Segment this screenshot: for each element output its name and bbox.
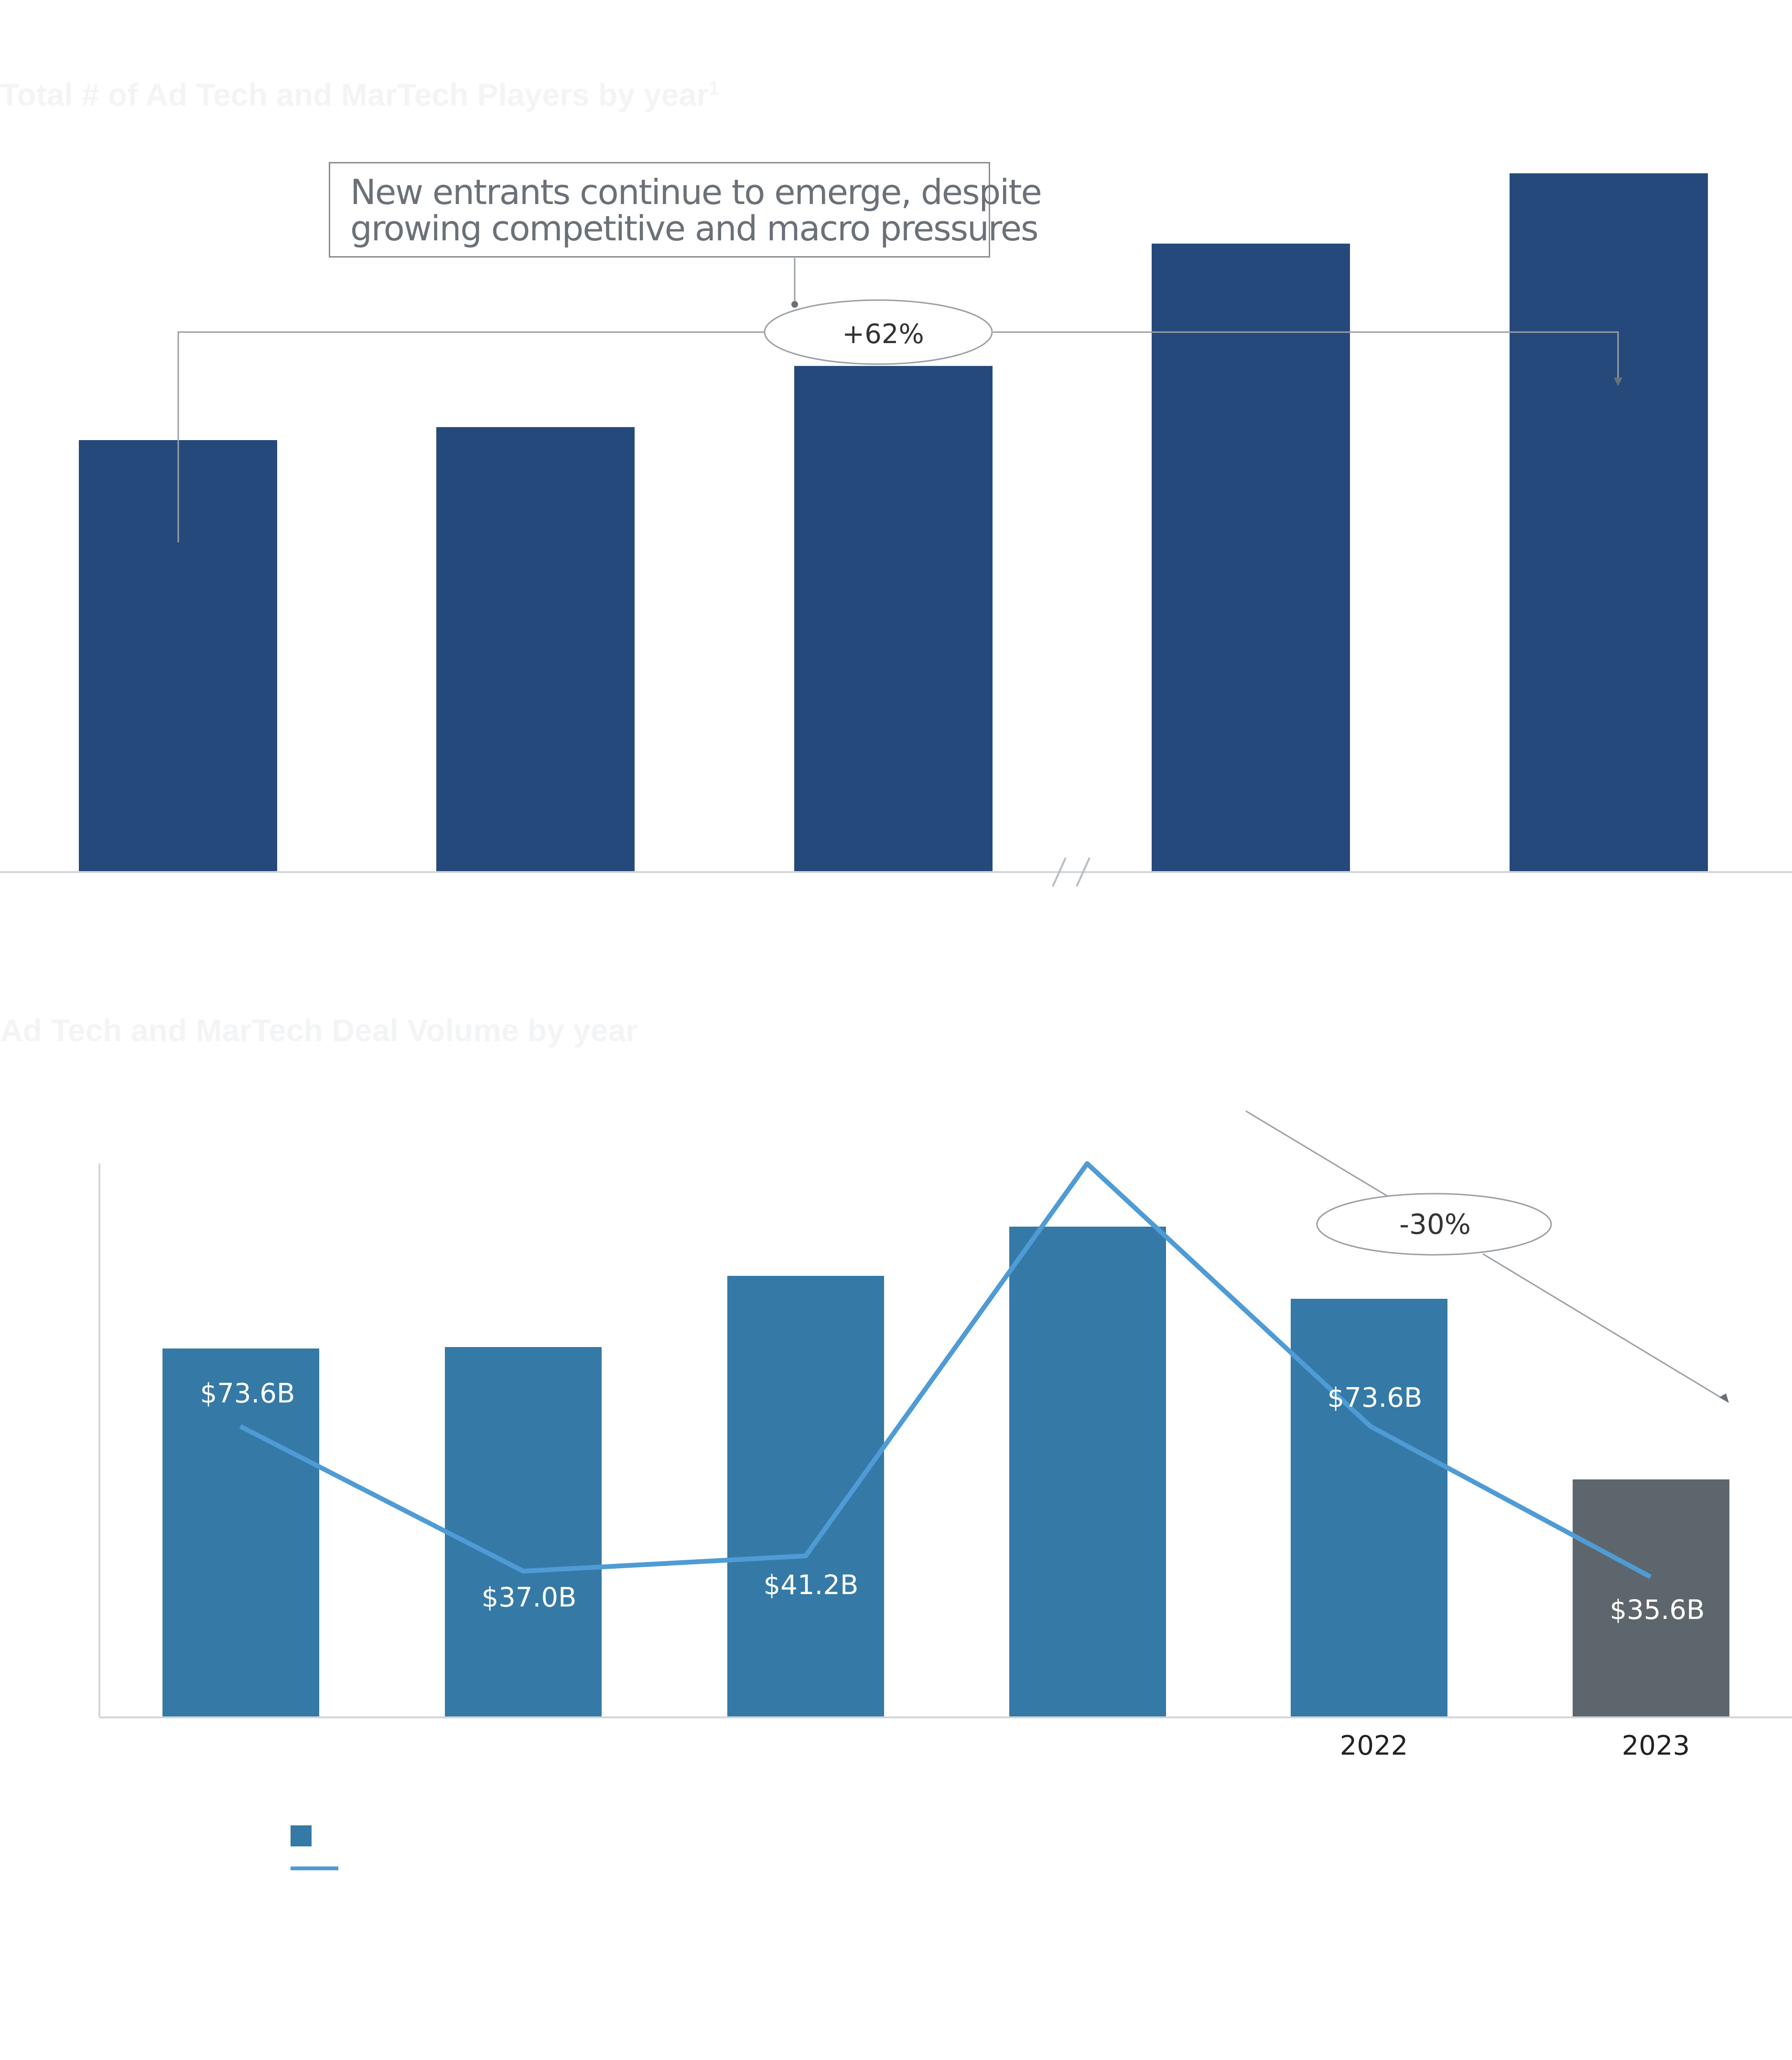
deal-value-label-0: $73.6B [200, 1378, 295, 1409]
deal-bar-5 [1573, 1479, 1729, 1717]
callout-line-1: New entrants continue to emerge, despite [350, 172, 1042, 212]
callout-line-2: growing competitive and macro pressures [350, 208, 1039, 248]
decline-arrowhead [1719, 1393, 1729, 1403]
deal-bar-2 [727, 1276, 884, 1717]
growth-arrowhead [1614, 377, 1622, 386]
deal-bar-4 [1291, 1299, 1447, 1717]
deal-bar-0 [162, 1348, 319, 1717]
decline-label: -30% [1399, 1208, 1471, 1240]
players-chart-title: Total # of Ad Tech and MarTech Players b… [0, 77, 720, 112]
growth-ellipse [764, 299, 993, 365]
players-bar-1 [436, 427, 635, 872]
deal-value-label-1: $37.0B [482, 1582, 577, 1613]
deal-bar-3 [1009, 1227, 1166, 1717]
growth-bracket-left [177, 331, 765, 542]
decline-arrow-lower [1482, 1253, 1726, 1401]
deal-volume-chart-title: Ad Tech and MarTech Deal Volume by year [0, 1013, 638, 1048]
decline-ellipse [1316, 1193, 1552, 1256]
deal-value-line [239, 1161, 1652, 1579]
players-bar-4 [1510, 173, 1708, 873]
growth-bracket-right [993, 331, 1619, 382]
new-entrants-callout: New entrants continue to emerge, despite… [329, 162, 1042, 258]
decline-arrow-upper [1245, 1110, 1391, 1199]
deal-value-label-2: $41.2B [764, 1570, 859, 1601]
deal-bar-1 [445, 1347, 602, 1717]
axis-break-mark-1 [1052, 857, 1067, 887]
legend-swatch-line [291, 1866, 338, 1870]
growth-label: +62% [842, 319, 924, 350]
deal-value-label-5: $35.6B [1610, 1595, 1705, 1626]
players-bar-2 [794, 366, 993, 872]
deal-value-label-4: $73.6B [1328, 1382, 1423, 1413]
axis-break-mark-2 [1076, 857, 1090, 887]
deal-category-label-4: 2022 [1340, 1730, 1408, 1761]
callout-connector-dot [791, 301, 798, 308]
deal-category-label-5: 2023 [1622, 1730, 1690, 1761]
players-bar-3 [1152, 243, 1350, 872]
legend-swatch-bars [291, 1825, 312, 1846]
